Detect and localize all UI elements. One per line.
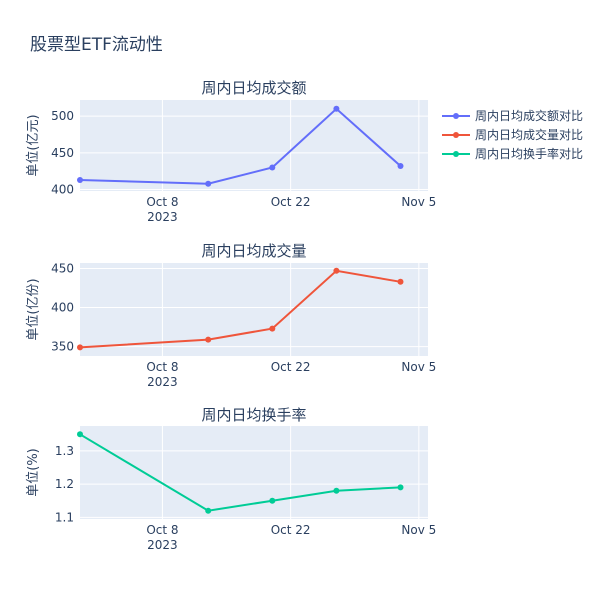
data-point[interactable] [77, 344, 83, 351]
data-point[interactable] [269, 325, 276, 332]
chart-title: 股票型ETF流动性 [30, 35, 163, 55]
legend-label: 周内日均成交额对比 [475, 108, 583, 123]
x-tick-label: Oct 22 [271, 360, 311, 374]
legend-label: 周内日均成交量对比 [475, 127, 583, 142]
x-tick-label: Oct 8 [146, 195, 178, 209]
x-tick-year-label: 2023 [147, 375, 178, 389]
legend-item-1[interactable]: 周内日均成交额对比 [442, 108, 583, 123]
y-axis-title: 单位(亿元) [26, 114, 41, 176]
data-point[interactable] [77, 177, 83, 183]
y-axis-title: 单位(%) [26, 448, 41, 497]
legend-label: 周内日均换手率对比 [475, 146, 583, 161]
y-tick-label: 400 [51, 183, 74, 197]
y-tick-label: 350 [51, 340, 74, 354]
y-tick-label: 450 [51, 261, 74, 275]
plot-background [80, 263, 428, 356]
x-tick-year-label: 2023 [147, 210, 178, 224]
legend-item-3[interactable]: 周内日均换手率对比 [442, 146, 583, 161]
data-point[interactable] [205, 180, 212, 187]
subplot-title: 周内日均换手率 [201, 406, 306, 424]
data-point[interactable] [333, 487, 340, 494]
y-tick-label: 400 [51, 301, 74, 315]
y-axis-title: 单位(亿份) [26, 278, 41, 340]
y-tick-label: 450 [51, 146, 74, 160]
data-point[interactable] [397, 163, 404, 169]
y-tick-label: 1.3 [55, 444, 74, 458]
plot-background [80, 100, 428, 191]
x-tick-label: Nov 5 [401, 523, 436, 537]
legend-marker [453, 151, 459, 157]
x-tick-label: Nov 5 [401, 360, 436, 374]
y-tick-label: 1.1 [55, 510, 74, 524]
legend-marker [453, 113, 459, 119]
data-point[interactable] [269, 497, 276, 504]
data-point[interactable] [397, 484, 404, 491]
x-tick-label: Oct 22 [271, 523, 311, 537]
data-point[interactable] [269, 164, 276, 171]
data-point[interactable] [205, 336, 212, 343]
data-point[interactable] [333, 105, 340, 112]
x-tick-label: Oct 8 [146, 360, 178, 374]
data-point[interactable] [397, 278, 404, 285]
data-point[interactable] [205, 507, 212, 514]
y-tick-label: 500 [51, 109, 74, 123]
x-tick-label: Oct 22 [271, 195, 311, 209]
legend-marker [453, 132, 459, 138]
plot-background [80, 426, 428, 519]
x-tick-label: Nov 5 [401, 195, 436, 209]
x-tick-label: Oct 8 [146, 523, 178, 537]
data-point[interactable] [333, 267, 340, 274]
x-tick-year-label: 2023 [147, 538, 178, 552]
y-tick-label: 1.2 [55, 477, 74, 491]
data-point[interactable] [77, 431, 83, 438]
subplot-title: 周内日均成交量 [201, 242, 306, 260]
legend-item-2[interactable]: 周内日均成交量对比 [442, 127, 583, 142]
subplot-title: 周内日均成交额 [201, 79, 306, 97]
